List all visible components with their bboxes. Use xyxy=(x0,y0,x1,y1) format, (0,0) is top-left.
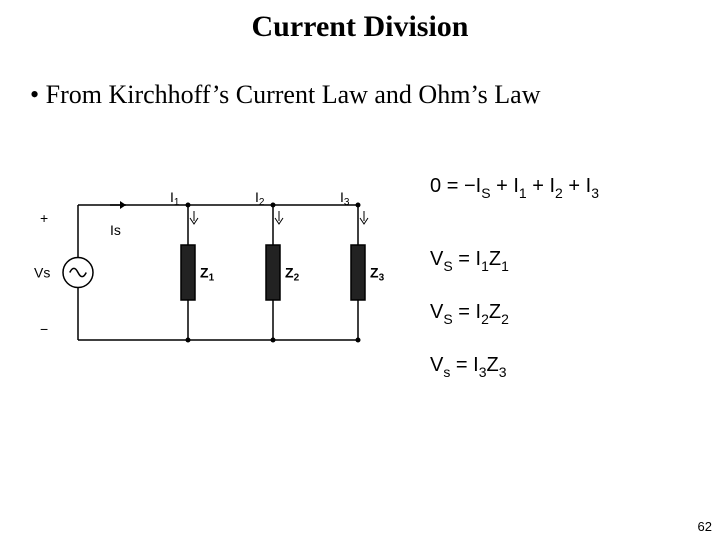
svg-text:Is: Is xyxy=(110,222,121,238)
eq-kcl-lhs: 0 xyxy=(430,175,441,197)
page-number: 62 xyxy=(698,519,712,534)
equation-block: 0 = −IS + I1 + I2 + I3 VS = I1Z1 VS = I2… xyxy=(430,175,599,407)
slide-title: Current Division xyxy=(0,10,720,44)
eq-kcl: 0 = −IS + I1 + I2 + I3 xyxy=(430,175,599,200)
eq-kcl-rhs: −IS + I1 + I2 + I3 xyxy=(464,175,599,197)
svg-text:Z1: Z1 xyxy=(200,265,215,284)
eq-ohm-3: Vs = I3Z3 xyxy=(430,354,599,379)
eq-equals: = xyxy=(447,175,464,197)
svg-text:Z3: Z3 xyxy=(370,265,385,284)
eq-ohm-2: VS = I2Z2 xyxy=(430,301,599,326)
eq-ohm-1: VS = I1Z1 xyxy=(430,248,599,273)
slide: Current Division From Kirchhoff’s Curren… xyxy=(0,0,720,540)
svg-text:+: + xyxy=(40,210,48,226)
bullet-text: From Kirchhoff’s Current Law and Ohm’s L… xyxy=(30,80,540,110)
svg-text:Vs: Vs xyxy=(34,265,50,281)
svg-text:−: − xyxy=(40,321,48,337)
circuit-diagram: +−VsIsI1I2I3Z1Z2Z3 xyxy=(28,190,398,365)
svg-text:Z2: Z2 xyxy=(285,265,300,284)
